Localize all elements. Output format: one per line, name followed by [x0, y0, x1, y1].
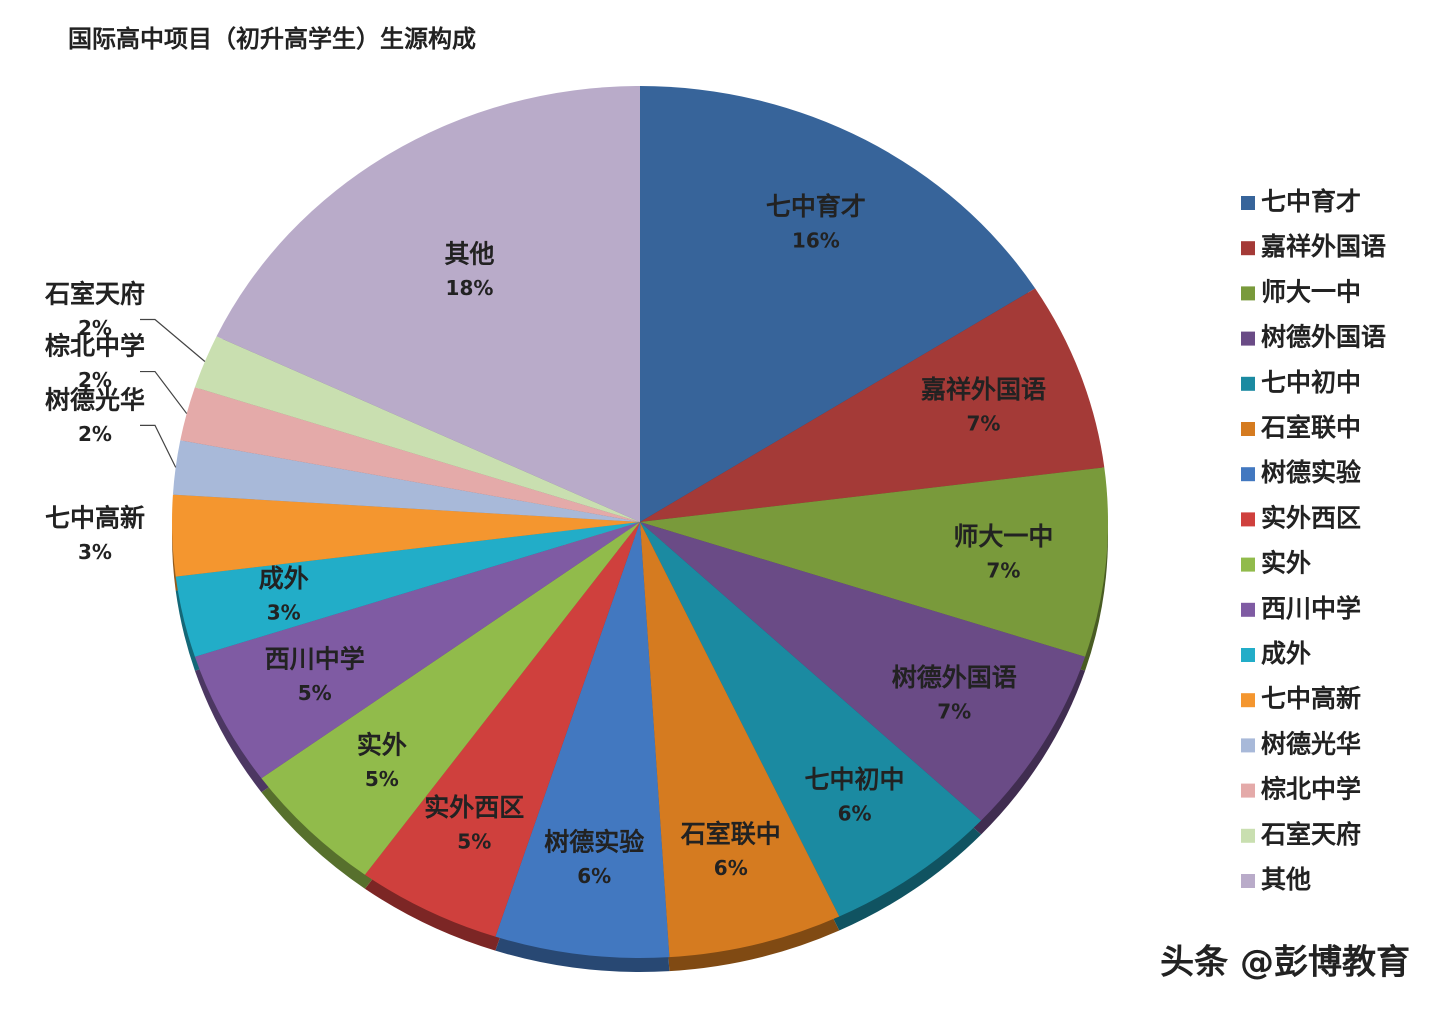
- slice-label: 七中初中: [805, 765, 905, 794]
- slice-label: 七中高新: [45, 504, 145, 533]
- slice-label: 实外西区: [424, 793, 524, 822]
- slice: [172, 494, 641, 577]
- slice: [495, 522, 670, 958]
- leader-line: [140, 424, 177, 468]
- legend-swatch: [1241, 874, 1255, 888]
- slice: [640, 86, 1036, 522]
- legend-label: 实外: [1261, 549, 1311, 578]
- legend-swatch: [1241, 467, 1255, 482]
- value-label: 5%: [298, 681, 332, 705]
- legend-label: 七中初中: [1261, 368, 1361, 397]
- value-label: 7%: [966, 411, 1000, 435]
- slice: [640, 288, 1105, 522]
- value-label: 2%: [78, 422, 112, 446]
- value-label: 2%: [78, 316, 112, 340]
- legend-label: 嘉祥外国语: [1261, 232, 1386, 261]
- legend-label: 七中高新: [1261, 684, 1361, 713]
- value-label: 6%: [838, 802, 872, 826]
- slice: [640, 522, 840, 958]
- legend-label: 棕北中学: [1261, 775, 1361, 804]
- value-label: 7%: [986, 559, 1020, 583]
- legend-swatch: [1241, 286, 1255, 301]
- legend-swatch: [1241, 648, 1255, 662]
- slice-label: 树德实验: [544, 827, 644, 856]
- slice: [640, 522, 982, 917]
- value-label: 5%: [365, 767, 399, 791]
- value-label: 7%: [937, 700, 971, 724]
- legend-label: 石室天府: [1260, 820, 1361, 849]
- slice: [216, 86, 640, 522]
- legend-label: 石室联中: [1260, 413, 1361, 442]
- legend-label: 树德实验: [1261, 458, 1361, 487]
- slice: [194, 522, 640, 779]
- slice: [194, 336, 640, 522]
- slice-label: 七中育才: [766, 192, 866, 221]
- value-label: 3%: [78, 540, 112, 564]
- legend-label: 其他: [1261, 865, 1311, 894]
- slice-label: 西川中学: [265, 644, 365, 673]
- slice-label: 棕北中学: [45, 332, 145, 361]
- slice: [640, 522, 1086, 821]
- value-label: 16%: [792, 228, 840, 252]
- legend-swatch: [1241, 738, 1255, 753]
- slice-label: 树德光华: [45, 385, 145, 414]
- value-label: 18%: [446, 276, 494, 300]
- value-label: 2%: [78, 368, 112, 392]
- legend-swatch: [1241, 557, 1255, 572]
- legend-swatch: [1241, 693, 1255, 708]
- leader-line: [140, 318, 206, 362]
- slice: [175, 522, 641, 657]
- slice-label: 嘉祥外国语: [921, 375, 1046, 404]
- value-label: 5%: [457, 830, 491, 854]
- slice: [364, 522, 640, 937]
- slice-label: 师大一中: [953, 522, 1053, 551]
- slice: [261, 522, 640, 875]
- legend-swatch: [1241, 241, 1255, 256]
- legend-swatch: [1241, 602, 1255, 617]
- value-label: 6%: [577, 864, 611, 888]
- leader-line: [140, 370, 188, 414]
- legend-swatch: [1241, 422, 1255, 436]
- legend-label: 西川中学: [1261, 594, 1361, 623]
- legend-label: 实外西区: [1261, 503, 1361, 532]
- slice: [172, 440, 640, 522]
- legend-swatch: [1241, 376, 1255, 391]
- slice-label: 石室联中: [680, 819, 781, 848]
- legend-swatch: [1241, 828, 1255, 843]
- watermark: 头条 @彭博教育: [1160, 943, 1410, 983]
- legend-label: 树德光华: [1261, 729, 1361, 758]
- slice-label: 树德外国语: [892, 663, 1017, 692]
- slice-label: 成外: [259, 564, 309, 593]
- legend-swatch: [1241, 512, 1255, 527]
- legend-label: 成外: [1261, 639, 1311, 668]
- chart-title: 国际高中项目（初升高学生）生源构成: [68, 25, 476, 53]
- slice-label: 实外: [357, 730, 407, 759]
- legend-swatch: [1241, 196, 1255, 210]
- slice-label: 其他: [444, 240, 494, 269]
- legend-swatch: [1241, 783, 1255, 798]
- slice: [640, 467, 1108, 657]
- legend-label: 师大一中: [1261, 277, 1361, 306]
- legend-swatch: [1241, 331, 1255, 346]
- value-label: 3%: [267, 601, 301, 625]
- slice: [180, 387, 641, 522]
- value-label: 6%: [714, 856, 748, 880]
- slice-label: 石室天府: [44, 279, 145, 308]
- legend-label: 七中育才: [1261, 187, 1361, 216]
- legend-label: 树德外国语: [1261, 323, 1386, 352]
